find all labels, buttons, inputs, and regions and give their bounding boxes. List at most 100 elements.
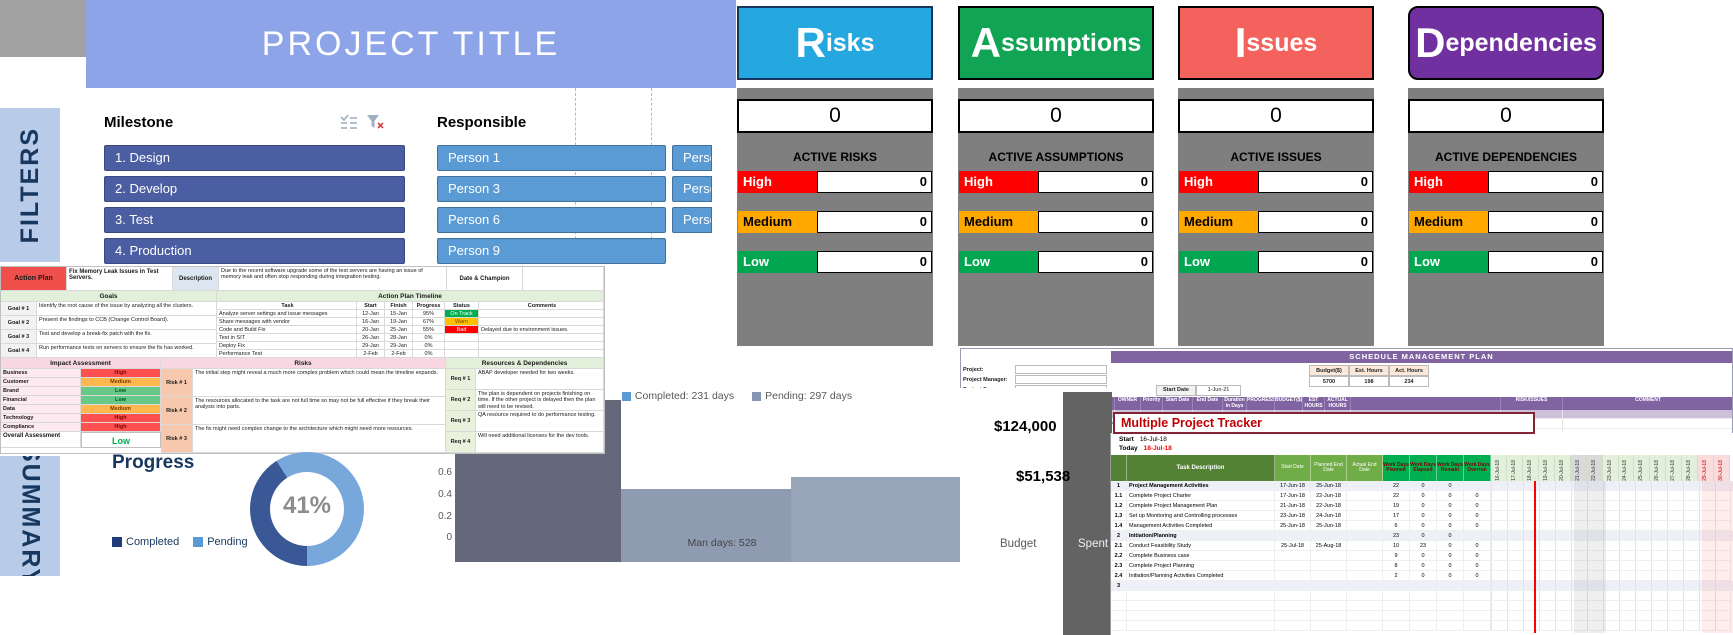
tracker-row[interactable]: 1.1 Complete Project Charter 17-Jun-18 2…	[1111, 491, 1733, 501]
date-column: 30-Jul-18	[1714, 455, 1730, 481]
timeline-row: Deploy Fix 29-Jan 29-Jan 0%	[217, 342, 604, 350]
tracker-row[interactable]: 2.1 Conduct Feasibility Study 25-Jul-18 …	[1111, 541, 1733, 551]
impact-row: Brand Low	[1, 387, 161, 396]
responsible-item[interactable]: Person 1	[437, 145, 666, 171]
chart-bar-pending	[791, 477, 960, 562]
budget-label: Budget	[1000, 538, 1037, 550]
high-value: 0	[817, 171, 932, 193]
medium-value: 0	[1038, 211, 1153, 233]
timeline-row: Analyze server settings and issue messag…	[217, 310, 604, 318]
high-value: 0	[1038, 171, 1153, 193]
overall-assessment-value: Low	[81, 432, 161, 448]
impact-row: Data Medium	[1, 405, 161, 414]
active-assumptions-label: ACTIVE ASSUMPTIONS	[988, 150, 1124, 164]
milestone-item[interactable]: 2. Develop	[104, 176, 405, 202]
tracker-row[interactable]: 1.4 Management Activities Completed 25-J…	[1111, 521, 1733, 531]
schedule-stats: Budget($) Est. Hours Act. Hours 5700 198…	[1309, 365, 1429, 387]
impact-row: Financial Low	[1, 396, 161, 405]
dependencies-count: 0	[1408, 99, 1604, 133]
tracker-row[interactable]: 2.4 Initiation/Planning Activities Compl…	[1111, 571, 1733, 581]
medium-value: 0	[1258, 211, 1373, 233]
tracker-row[interactable]	[1111, 611, 1733, 621]
budget-value: $124,000	[994, 418, 1057, 435]
milestone-item[interactable]: 3. Test	[104, 207, 405, 233]
medium-value: 0	[817, 211, 932, 233]
multi-select-icon[interactable]	[340, 114, 358, 135]
risk-rows: Risk # 1 The initial step might reveal a…	[161, 369, 446, 454]
responsible-slicer-header: Responsible	[437, 114, 527, 131]
tracker-row[interactable]: 3	[1111, 581, 1733, 591]
milestone-slicer-list: 1. Design 2. Develop 3. Test 4. Production	[104, 145, 405, 269]
impact-row: Business High	[1, 369, 161, 378]
tracker-date-columns: 16-Jul-18 17-Jul-18 18-Jul-18 19-Jul-18 20-J…	[1491, 455, 1731, 481]
budget-summary-panel: $124,000 $51,538 Budget Spent	[960, 388, 1112, 635]
responsible-clipped-list: Perso Perso Perso	[672, 145, 712, 238]
clear-filter-icon[interactable]	[366, 114, 384, 135]
resource-rows: Req # 1 ABAP developer needed for two we…	[446, 369, 604, 454]
responsible-item-clipped[interactable]: Perso	[672, 207, 712, 233]
resource-row: Req # 1 ABAP developer needed for two we…	[446, 369, 604, 390]
impact-row: Compliance High	[1, 423, 161, 432]
corner-block	[0, 0, 86, 57]
progress-title: Progress	[112, 452, 195, 473]
date-column: 21-Jul-18	[1570, 455, 1587, 481]
field-input[interactable]	[1015, 375, 1107, 384]
risks-header: Risks	[161, 358, 446, 369]
goals-list: Goal # 1 Identify the root cause of the …	[1, 302, 217, 358]
timeline-rows: Analyze server settings and issue messag…	[217, 310, 604, 358]
high-label: High	[959, 171, 1038, 193]
tracker-rows: 1 Project Management Activities 17-Jun-1…	[1111, 481, 1733, 631]
responsible-item[interactable]: Person 6	[437, 207, 666, 233]
milestone-slicer-icons	[340, 114, 384, 135]
risk-row: Risk # 1 The initial step might reveal a…	[161, 369, 446, 397]
active-issues-label: ACTIVE ISSUES	[1230, 150, 1322, 164]
medium-label: Medium	[738, 211, 817, 233]
low-label: Low	[959, 251, 1038, 273]
progress-percent: 41%	[282, 492, 332, 519]
tracker-row[interactable]: 2.3 Complete Project Planning 8 0 0 0	[1111, 561, 1733, 571]
date-column: 29-Jul-18	[1698, 455, 1715, 481]
tracker-today-value: 18-Jul-18	[1143, 445, 1172, 452]
field-input[interactable]	[1015, 365, 1107, 374]
responsible-item-clipped[interactable]: Perso	[672, 145, 712, 171]
impact-row: Customer Medium	[1, 378, 161, 387]
tracker-columns: Task Description Start Date Planned End …	[1111, 455, 1733, 481]
milestone-item[interactable]: 4. Production	[104, 238, 405, 264]
filters-label: FILTERS	[15, 126, 44, 244]
active-risks-label: ACTIVE RISKS	[792, 150, 877, 164]
tracker-row[interactable]	[1111, 621, 1733, 631]
timeline-row: Share messages with vendor 16-Jan 19-Jan…	[217, 318, 604, 326]
description-label: Description	[173, 267, 219, 291]
date-column: 26-Jul-18	[1650, 455, 1667, 481]
page-title: PROJECT TITLE	[261, 24, 561, 63]
gantt-weekend-shade	[1574, 481, 1606, 633]
start-date-label: Start Date	[1156, 385, 1196, 396]
milestone-item[interactable]: 1. Design	[104, 145, 405, 171]
legend-item: Pending	[193, 536, 248, 548]
responsible-item[interactable]: Person 9	[437, 238, 666, 264]
tracker-row[interactable]: 2 Initiation/Planning 23 0 0	[1111, 531, 1733, 541]
tracker-row[interactable]: 1.2 Complete Project Management Plan 21-…	[1111, 501, 1733, 511]
tracker-row[interactable]: 1 Project Management Activities 17-Jun-1…	[1111, 481, 1733, 491]
tracker-row[interactable]	[1111, 601, 1733, 611]
progress-legend: Completed Pending	[112, 536, 248, 548]
responsible-item-clipped[interactable]: Perso	[672, 176, 712, 202]
tracker-row[interactable]: 2.2 Complete Business case 9 0 0 0	[1111, 551, 1733, 561]
medium-value: 0	[1488, 211, 1603, 233]
date-column: 20-Jul-18	[1554, 455, 1571, 481]
low-value: 0	[1488, 251, 1603, 273]
tracker-row[interactable]: 1.3 Set up Monitoring and Controlling pr…	[1111, 511, 1733, 521]
filters-band: FILTERS	[0, 108, 60, 262]
responsible-item[interactable]: Person 3	[437, 176, 666, 202]
schedule-field: Project:	[963, 365, 1107, 375]
milestone-slicer-header: Milestone	[104, 114, 174, 131]
low-label: Low	[1179, 251, 1258, 273]
low-label: Low	[1409, 251, 1488, 273]
tracker-row[interactable]	[1111, 591, 1733, 601]
date-column: 24-Jul-18	[1618, 455, 1635, 481]
